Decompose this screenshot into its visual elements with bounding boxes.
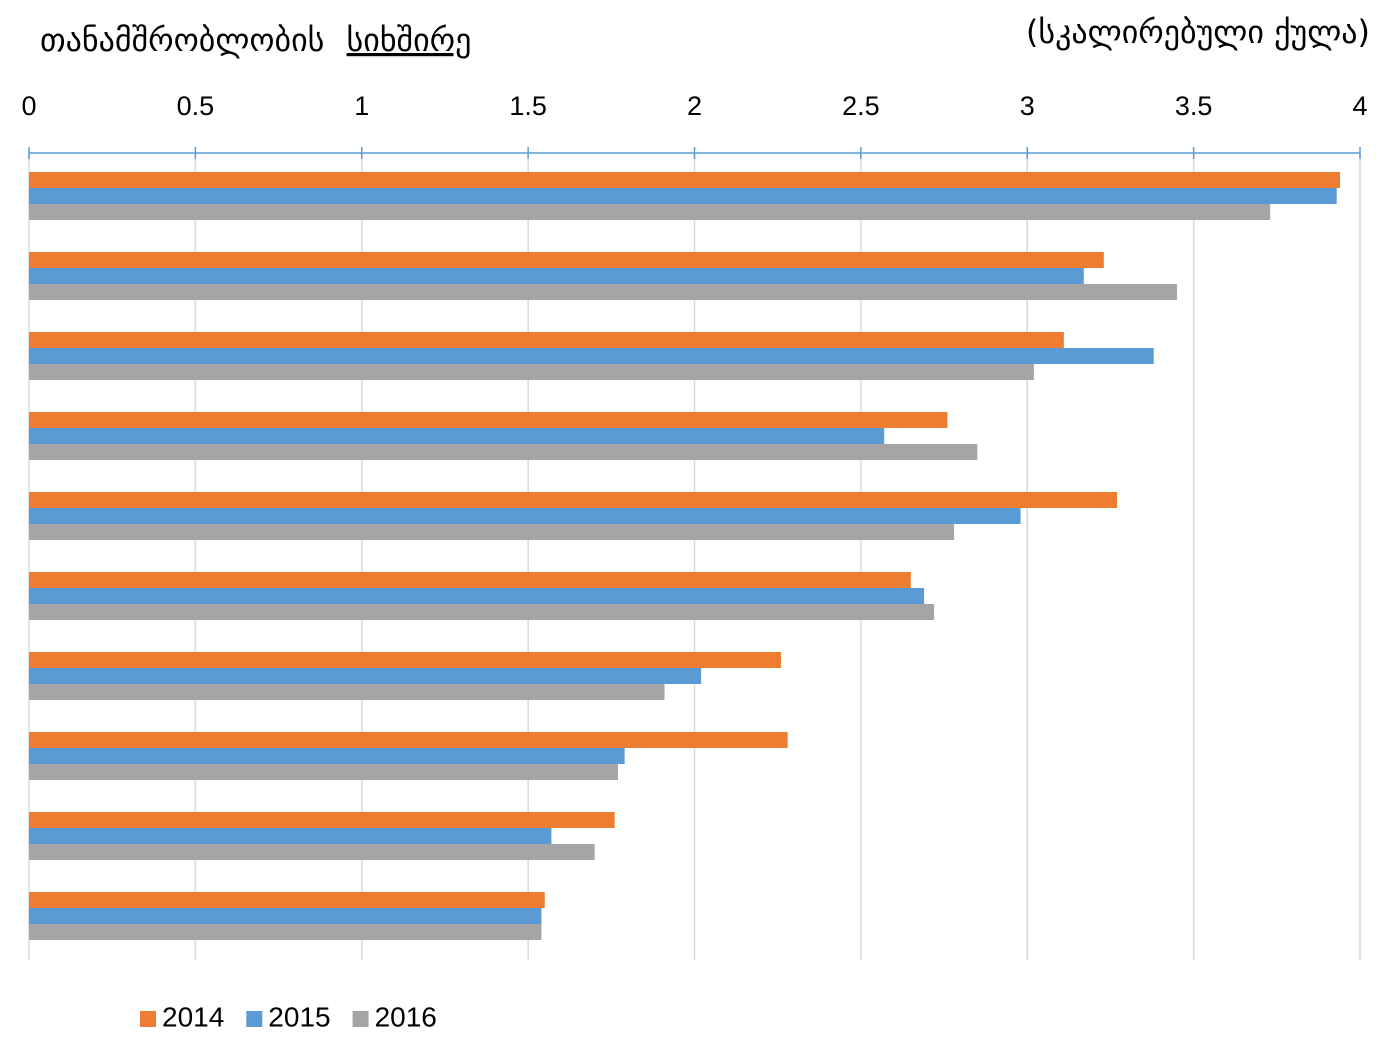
x-tick-label: 4 — [1352, 91, 1367, 121]
bar — [29, 204, 1271, 220]
bar — [29, 908, 542, 924]
legend-label: 2014 — [162, 1001, 224, 1032]
bar — [29, 492, 1118, 508]
bar — [29, 812, 615, 828]
bar — [29, 332, 1064, 348]
bar — [29, 828, 552, 844]
bar — [29, 604, 935, 620]
x-tick-label: 0.5 — [177, 91, 215, 121]
bar — [29, 172, 1341, 188]
title-main: თანამშრობლობის — [40, 21, 324, 59]
bar — [29, 364, 1034, 380]
chart-subtitle: (სკალირებული ქულა) — [1026, 13, 1370, 51]
legend-swatch — [246, 1011, 263, 1027]
x-tick-label: 0 — [21, 91, 36, 121]
bar — [29, 652, 782, 668]
x-tick-label: 2.5 — [842, 91, 880, 121]
legend-swatch — [352, 1011, 369, 1027]
bar — [29, 268, 1084, 284]
bar — [29, 764, 618, 780]
bar — [29, 508, 1021, 524]
bar — [29, 412, 948, 428]
bar — [29, 924, 542, 940]
bar — [29, 892, 545, 908]
bar — [29, 188, 1337, 204]
bar — [29, 588, 925, 604]
bar — [29, 748, 625, 764]
bar — [29, 668, 702, 684]
x-tick-label: 3.5 — [1175, 91, 1213, 121]
bar — [29, 524, 955, 540]
legend-label: 2016 — [375, 1001, 437, 1032]
bar — [29, 348, 1154, 364]
bar — [29, 572, 911, 588]
title-emphasis: სიხშირე — [347, 21, 472, 59]
bar — [29, 732, 788, 748]
bar — [29, 252, 1104, 268]
bar — [29, 844, 595, 860]
legend-label: 2015 — [268, 1001, 330, 1032]
bar — [29, 684, 665, 700]
bar — [29, 444, 978, 460]
chart-title: თანამშრობლობის სიხშირე — [40, 21, 471, 59]
bar — [29, 284, 1177, 300]
x-tick-label: 1.5 — [509, 91, 547, 121]
x-tick-label: 3 — [1020, 91, 1035, 121]
x-tick-label: 1 — [354, 91, 369, 121]
x-tick-label: 2 — [687, 91, 702, 121]
bar — [29, 428, 885, 444]
legend-swatch — [140, 1011, 156, 1027]
